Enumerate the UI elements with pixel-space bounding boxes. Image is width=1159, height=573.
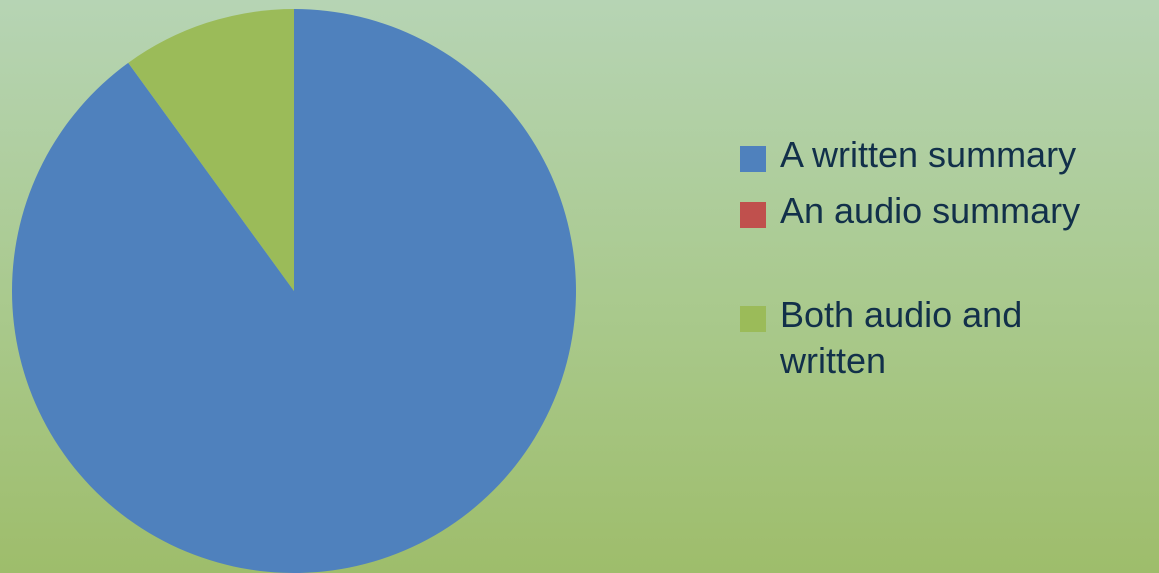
legend-swatch-written-summary <box>740 146 766 172</box>
legend-swatch-both-audio-written <box>740 306 766 332</box>
legend-item-both-audio-written: Both audio and written <box>740 292 1159 384</box>
legend-label-written-summary: A written summary <box>780 134 1077 175</box>
pie-slice-a-written-summary <box>11 9 576 573</box>
legend-item-written-summary: A written summary <box>740 132 1159 178</box>
legend-label-audio-summary: An audio summary <box>780 190 1081 231</box>
pie-slices-group <box>11 9 576 573</box>
legend-label-both-audio-written: Both audio and written <box>780 294 1023 381</box>
legend-swatch-audio-summary <box>740 202 766 228</box>
chart-legend: A written summary An audio summary Both … <box>740 132 1159 384</box>
legend-item-audio-summary: An audio summary <box>740 188 1159 234</box>
pie-slice-both-audio-and-written <box>128 9 294 291</box>
